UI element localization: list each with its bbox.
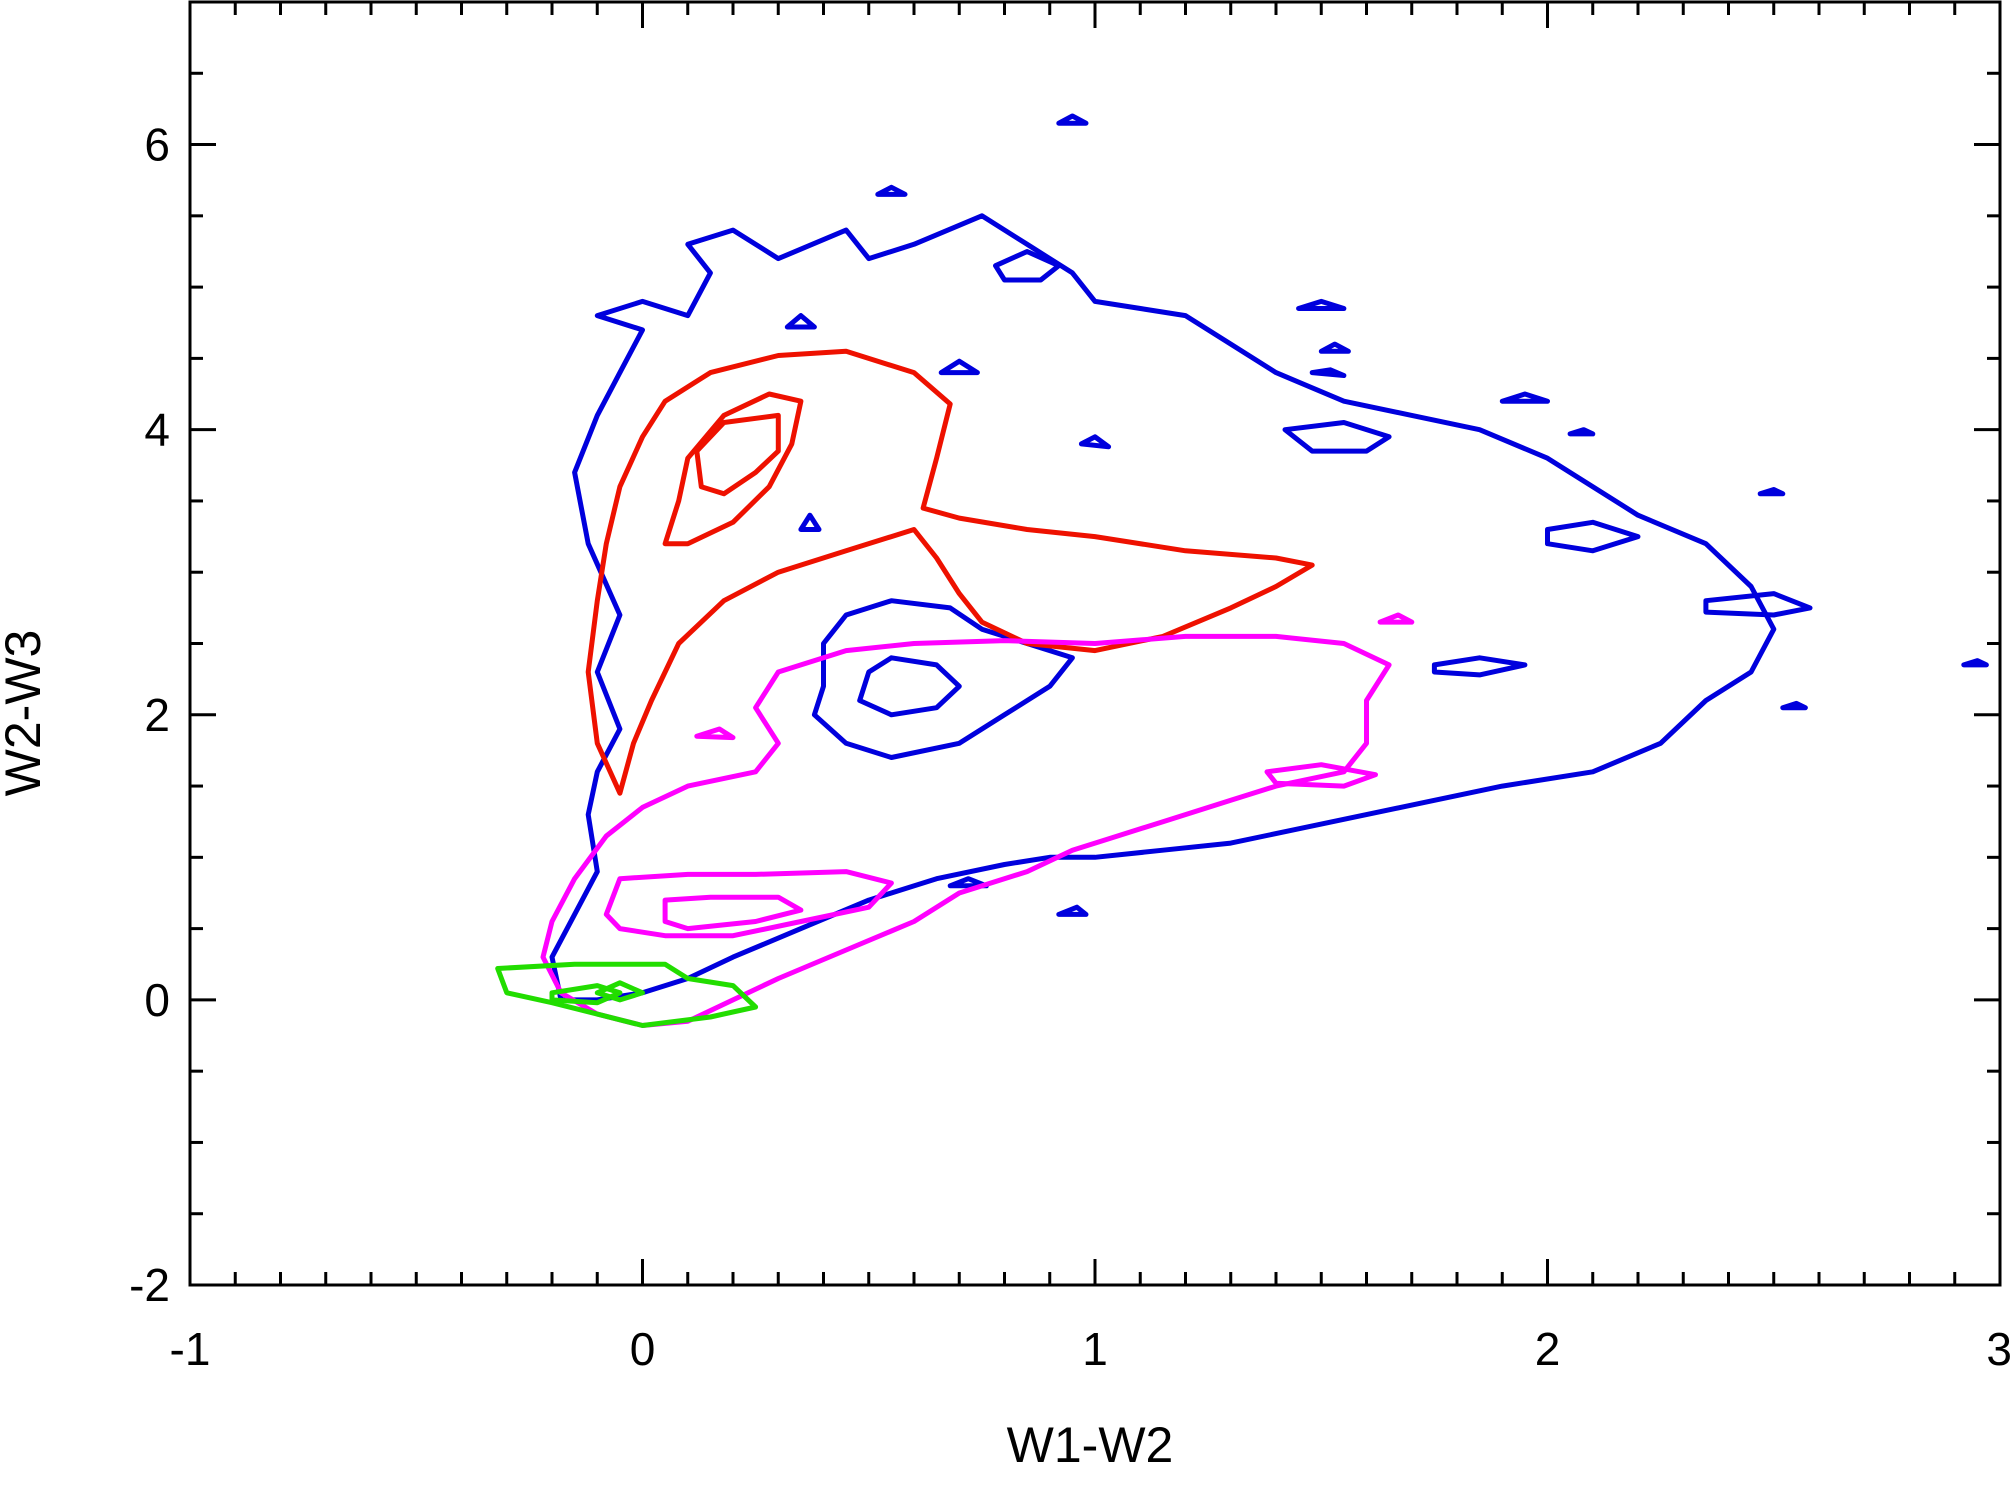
x-tick-labels: -1 0 1 2 3 [170, 1323, 2012, 1375]
magenta-contour-5 [1380, 615, 1412, 622]
y-tick-label: -2 [129, 1259, 170, 1311]
blue-contour-7 [1434, 658, 1525, 675]
blue-contour-1 [814, 601, 1072, 758]
magenta-contour-1 [606, 872, 891, 936]
blue-contour-21 [1760, 490, 1783, 494]
x-tick-label: 1 [1082, 1323, 1108, 1375]
blue-contour-2 [860, 658, 960, 715]
series-magenta [543, 615, 1412, 1026]
red-contour-2 [697, 415, 779, 493]
blue-contour-20 [1570, 430, 1593, 434]
y-tick-label: 0 [144, 974, 170, 1026]
x-tick-label: 3 [1986, 1323, 2012, 1375]
x-axis-label: W1-W2 [1007, 1417, 1174, 1473]
blue-contour-9 [787, 316, 814, 327]
blue-contour-18 [1059, 116, 1086, 123]
red-contour-0 [588, 351, 1312, 793]
x-tick-label: 0 [630, 1323, 656, 1375]
blue-contour-13 [1321, 344, 1348, 351]
blue-contour-5 [1548, 522, 1639, 551]
y-tick-label: 4 [144, 404, 170, 456]
y-major-ticks [190, 145, 2000, 1285]
blue-contour-0 [552, 216, 1774, 1000]
blue-contour-15 [1502, 394, 1547, 401]
y-tick-label: 2 [144, 689, 170, 741]
blue-contour-22 [1783, 703, 1806, 707]
blue-contour-4 [1285, 423, 1389, 452]
blue-contour-16 [1059, 907, 1086, 914]
blue-contour-14 [1312, 370, 1344, 376]
blue-contour-12 [1299, 301, 1344, 308]
y-minor-ticks [190, 2, 2000, 1214]
y-axis-label: W2-W3 [0, 630, 51, 797]
y-tick-label: 6 [144, 119, 170, 171]
series-red [588, 351, 1312, 793]
x-tick-label: -1 [170, 1323, 211, 1375]
y-tick-labels: -2 0 2 4 6 [129, 119, 170, 1311]
blue-contour-23 [1964, 661, 1987, 665]
x-tick-label: 2 [1535, 1323, 1561, 1375]
blue-contour-11 [1081, 437, 1108, 447]
contour-layer [498, 116, 1987, 1026]
blue-contour-10 [941, 361, 977, 372]
blue-contour-19 [878, 187, 905, 194]
magenta-contour-4 [697, 729, 733, 738]
blue-contour-8 [801, 515, 819, 529]
